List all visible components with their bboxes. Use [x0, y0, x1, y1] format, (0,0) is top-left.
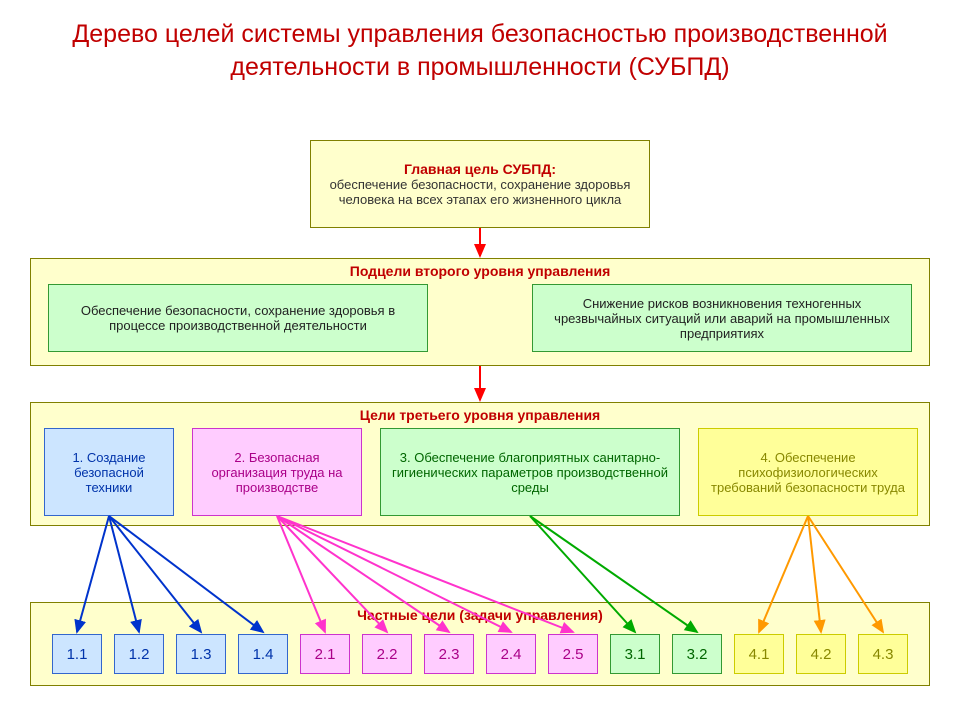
level4-item: 3.2 [672, 634, 722, 674]
level4-item: 1.4 [238, 634, 288, 674]
level4-item: 2.3 [424, 634, 474, 674]
level3-item-1: 1. Создание безопасной техники [44, 428, 174, 516]
level4-item: 4.1 [734, 634, 784, 674]
level3-item-3: 3. Обеспечение благоприятных санитарно-г… [380, 428, 680, 516]
level1-title: Главная цель СУБПД: [317, 161, 643, 177]
level2-left: Обеспечение безопасности, сохранение здо… [48, 284, 428, 352]
level4-item: 4.2 [796, 634, 846, 674]
level3-item-4: 4. Обеспечение психофизиологических треб… [698, 428, 918, 516]
level1-box: Главная цель СУБПД: обеспечение безопасн… [310, 140, 650, 228]
level4-item: 1.3 [176, 634, 226, 674]
level4-item: 2.5 [548, 634, 598, 674]
level4-item: 2.1 [300, 634, 350, 674]
level1-text: обеспечение безопасности, сохранение здо… [317, 177, 643, 207]
slide: Дерево целей системы управления безопасн… [0, 0, 960, 720]
page-title: Дерево целей системы управления безопасн… [0, 0, 960, 91]
level2-header: Подцели второго уровня управления [31, 263, 929, 279]
level4-item: 1.1 [52, 634, 102, 674]
level4-item: 1.2 [114, 634, 164, 674]
level2-right: Снижение рисков возникновения техногенны… [532, 284, 912, 352]
level4-container: Частные цели (задачи управления) [30, 602, 930, 686]
level4-item: 3.1 [610, 634, 660, 674]
level4-item: 2.2 [362, 634, 412, 674]
level4-item: 2.4 [486, 634, 536, 674]
level3-item-2: 2. Безопасная организация труда на произ… [192, 428, 362, 516]
level4-header: Частные цели (задачи управления) [31, 607, 929, 623]
level4-item: 4.3 [858, 634, 908, 674]
level3-header: Цели третьего уровня управления [31, 407, 929, 423]
